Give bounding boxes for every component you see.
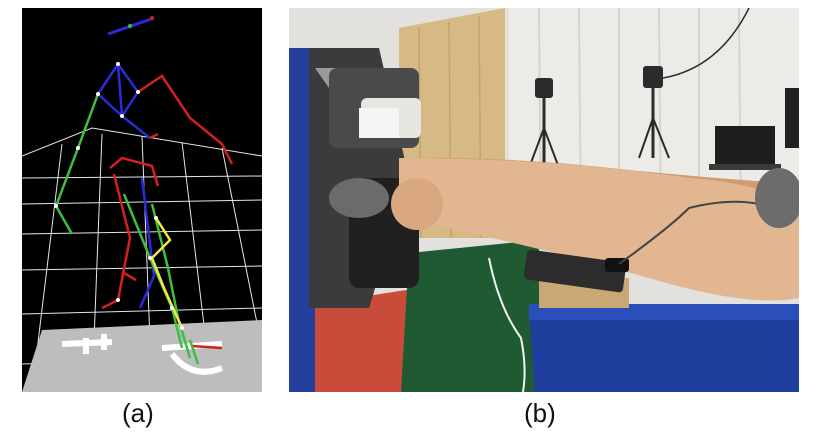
panel-a-caption: (a)	[122, 398, 154, 428]
foot-strap	[359, 98, 421, 138]
marker-points	[54, 62, 184, 330]
thigh-strap	[488, 200, 760, 392]
legs	[391, 157, 799, 301]
panel-b-caption: (b)	[524, 398, 556, 428]
laptop	[709, 88, 799, 170]
floor	[289, 288, 419, 392]
green-table	[401, 240, 539, 392]
dynamometer-photo	[289, 8, 799, 392]
bench-cushion	[755, 168, 799, 228]
camera-right	[638, 8, 750, 159]
skeleton-legs	[101, 156, 223, 365]
mocap-panel	[22, 8, 262, 392]
mocap-render	[22, 8, 262, 392]
head-markers	[107, 16, 155, 36]
plate-markings	[61, 334, 224, 375]
force-plate	[22, 320, 262, 392]
dynamometer-photo-panel	[289, 8, 799, 392]
